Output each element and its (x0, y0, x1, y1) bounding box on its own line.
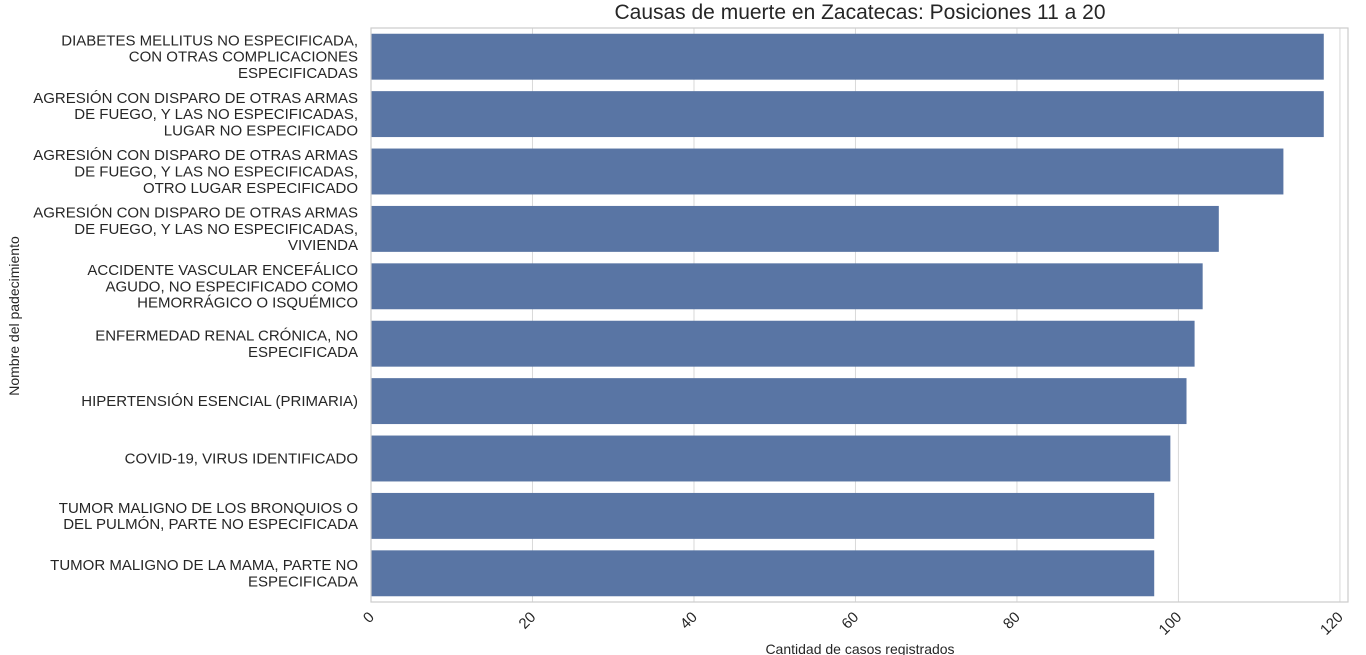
category-label: AGRESIÓN CON DISPARO DE OTRAS ARMAS DE FU… (33, 90, 358, 140)
x-tick-label: 60 (838, 609, 862, 633)
category-label-line: ACCIDENTE VASCULAR ENCEFÁLICO (87, 262, 358, 279)
x-tick-label: 40 (677, 609, 701, 633)
category-label: TUMOR MALIGNO DE LOS BRONQUIOS O DEL PULM… (59, 500, 358, 533)
category-label-line: DEL PULMÓN, PARTE NO ESPECIFICADA (63, 516, 358, 533)
x-tick-label: 120 (1317, 609, 1347, 639)
bar (371, 378, 1187, 425)
category-label-line: VIVIENDA (288, 237, 358, 254)
category-label: DIABETES MELLITUS NO ESPECIFICADA, CON OT… (61, 32, 358, 82)
category-label-line: ENFERMEDAD RENAL CRÓNICA, NO (95, 328, 358, 345)
category-label-line: OTRO LUGAR ESPECIFICADO (143, 180, 358, 197)
category-labels: DIABETES MELLITUS NO ESPECIFICADA, CON OT… (33, 32, 358, 590)
bar (371, 263, 1203, 310)
category-label-line: AGRESIÓN CON DISPARO DE OTRAS ARMAS (33, 90, 358, 107)
x-tick-label: 20 (515, 609, 539, 633)
category-label: HIPERTENSIÓN ESENCIAL (PRIMARIA) (81, 393, 358, 410)
category-label-line: ESPECIFICADAS (238, 65, 358, 82)
category-label-line: TUMOR MALIGNO DE LOS BRONQUIOS O (59, 500, 358, 517)
y-axis-label: Nombre del padecimiento (6, 236, 22, 396)
category-label-line: DE FUEGO, Y LAS NO ESPECIFICADAS, (74, 164, 358, 181)
category-label-line: LUGAR NO ESPECIFICADO (164, 122, 358, 139)
category-label: ACCIDENTE VASCULAR ENCEFÁLICO AGUDO, NO E… (87, 262, 358, 312)
category-label-line: ESPECIFICADA (248, 573, 358, 590)
bar (371, 148, 1284, 195)
category-label-line: CON OTRAS COMPLICACIONES (129, 49, 358, 66)
category-label: AGRESIÓN CON DISPARO DE OTRAS ARMAS DE FU… (33, 147, 358, 197)
category-label-line: TUMOR MALIGNO DE LA MAMA, PARTE NO (50, 557, 358, 574)
category-label-line: DE FUEGO, Y LAS NO ESPECIFICADAS, (74, 221, 358, 238)
category-label: AGRESIÓN CON DISPARO DE OTRAS ARMAS DE FU… (33, 205, 358, 255)
bar (371, 33, 1324, 80)
category-label-line: HEMORRÁGICO O ISQUÉMICO (137, 295, 358, 312)
chart-title: Causas de muerte en Zacatecas: Posicione… (614, 1, 1105, 24)
category-label-line: AGRESIÓN CON DISPARO DE OTRAS ARMAS (33, 147, 358, 164)
category-label-line: DE FUEGO, Y LAS NO ESPECIFICADAS, (74, 106, 358, 123)
bar (371, 492, 1155, 539)
x-tick-label: 80 (1000, 609, 1024, 633)
category-label-line: ESPECIFICADA (248, 344, 358, 361)
category-label-line: COVID-19, VIRUS IDENTIFICADO (125, 451, 358, 468)
category-label-line: HIPERTENSIÓN ESENCIAL (PRIMARIA) (81, 393, 358, 410)
bar (371, 320, 1195, 367)
plot-frame (370, 27, 1349, 603)
category-label-line: AGRESIÓN CON DISPARO DE OTRAS ARMAS (33, 205, 358, 222)
category-label: TUMOR MALIGNO DE LA MAMA, PARTE NO ESPECI… (50, 557, 358, 590)
bar (371, 550, 1155, 597)
x-tick-label: 100 (1156, 609, 1186, 639)
bars (371, 33, 1324, 597)
bar (371, 205, 1219, 252)
category-label: ENFERMEDAD RENAL CRÓNICA, NO ESPECIFICADA (95, 328, 358, 361)
category-label-line: AGUDO, NO ESPECIFICADO COMO (105, 278, 358, 295)
bar (371, 435, 1171, 482)
x-tick-labels: 0 20 40 60 80 100 120 (360, 609, 1347, 639)
bar (371, 91, 1324, 138)
category-label: COVID-19, VIRUS IDENTIFICADO (125, 451, 358, 468)
x-tick-label: 0 (360, 609, 378, 627)
category-label-line: DIABETES MELLITUS NO ESPECIFICADA, (61, 32, 358, 49)
x-axis-label: Cantidad de casos registrados (765, 641, 954, 655)
